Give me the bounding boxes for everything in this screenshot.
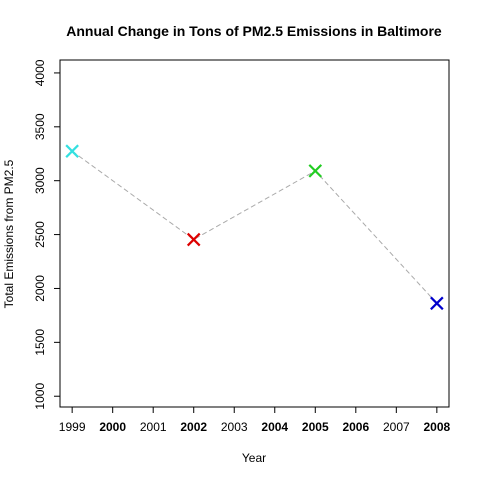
y-tick-label: 1500: [33, 329, 47, 356]
series-line: [71, 150, 438, 304]
x-tick-label: 2003: [221, 420, 248, 434]
y-tick-label: 4000: [33, 59, 47, 86]
data-point: [430, 296, 444, 311]
y-tick-label: 3000: [33, 167, 47, 194]
y-tick-label: 2000: [33, 275, 47, 302]
y-axis: 1000 1500 2000 2500 3000 3500 4000: [33, 59, 60, 410]
x-tick-label: 2006: [342, 420, 369, 434]
chart-title: Annual Change in Tons of PM2.5 Emissions…: [66, 23, 442, 39]
x-tick-label: 2001: [140, 420, 167, 434]
x-axis-label: Year: [242, 451, 266, 465]
data-point: [186, 232, 201, 247]
data-point: [308, 164, 323, 178]
x-axis: 1999 2000 2001 2002 2003 2004 2005 2006 2007 2008: [59, 407, 451, 434]
y-axis-label: Total Emissions from PM2.5: [2, 159, 16, 308]
x-tick-label: 2008: [423, 420, 450, 434]
y-tick-label: 3500: [33, 113, 47, 140]
plot-frame: [59, 59, 450, 408]
x-tick-label: 2005: [302, 420, 329, 434]
y-tick-label: 2500: [33, 221, 47, 248]
data-points: [65, 144, 444, 311]
x-tick-label: 1999: [59, 420, 86, 434]
x-tick-label: 2002: [180, 420, 207, 434]
x-tick-label: 2000: [99, 420, 126, 434]
x-tick-label: 2007: [383, 420, 410, 434]
data-point: [65, 144, 79, 158]
y-tick-label: 1000: [33, 383, 47, 410]
x-tick-label: 2004: [261, 420, 288, 434]
